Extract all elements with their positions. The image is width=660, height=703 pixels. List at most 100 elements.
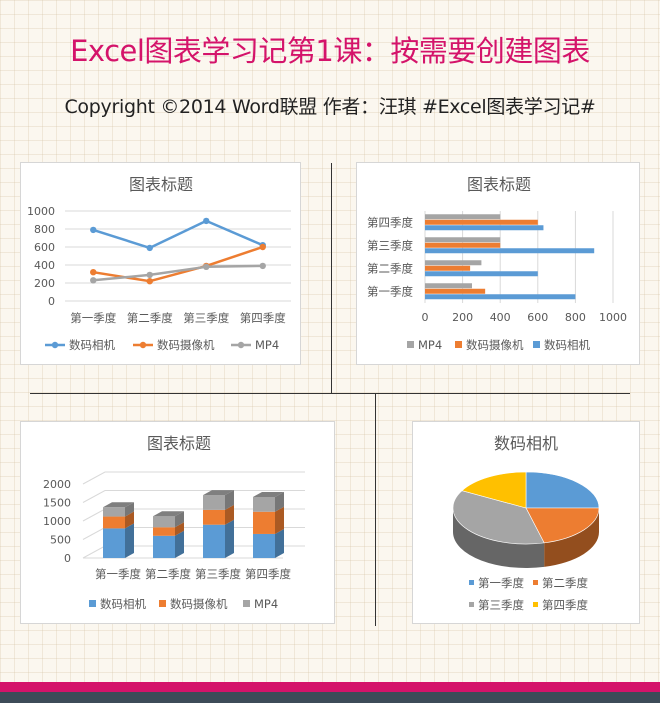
bar-segment	[253, 533, 275, 558]
data-point	[90, 226, 97, 234]
bar-segment-side	[125, 511, 134, 529]
footer-pink-bar	[0, 682, 660, 692]
x-tick-label: 600	[527, 311, 548, 324]
legend-swatch	[469, 580, 474, 585]
legend-swatch	[533, 580, 538, 585]
x-tick-label: 第四季度	[240, 311, 286, 325]
bar	[425, 242, 501, 248]
divider-horizontal	[30, 393, 630, 394]
pie-slice	[525, 507, 600, 544]
y-tick-label: 200	[34, 277, 55, 290]
bar-segment-side	[175, 511, 184, 528]
legend-swatch	[469, 602, 474, 607]
x-tick-label: 第三季度	[195, 567, 241, 581]
bar-segment-side	[225, 519, 234, 558]
chart-title: 图表标题	[467, 175, 531, 194]
x-tick-label: 800	[565, 311, 586, 324]
bar-segment	[203, 524, 225, 558]
bar	[425, 265, 471, 271]
gridline	[82, 490, 305, 503]
legend-label: 第四季度	[542, 598, 588, 612]
series-line	[93, 264, 263, 282]
legend-label: 第一季度	[478, 576, 524, 590]
bar-segment-side	[275, 506, 284, 534]
data-point	[203, 217, 210, 225]
legend-label: 数码相机	[69, 338, 115, 352]
bar-segment	[253, 496, 275, 512]
bar-top	[103, 502, 134, 508]
bar-segment-side	[275, 528, 284, 558]
y-tick-label: 800	[34, 223, 55, 236]
x-tick-label: 400	[490, 311, 511, 324]
stacked-chart-card[interactable]: 图表标题 0 500 1000 1500 2000 第一季度 第二季度 第三季度 第四季度 数码相…	[20, 421, 335, 624]
x-tick-label: 1000	[599, 311, 627, 324]
bar-segment-side	[125, 502, 134, 517]
data-point	[203, 263, 210, 270]
pie-slice-side	[544, 508, 599, 567]
y-tick-label: 1000	[43, 515, 71, 528]
bar-segment	[103, 516, 125, 529]
y-tick-label: 第二季度	[367, 262, 413, 276]
legend-swatch	[243, 600, 250, 607]
x-tick-label: 第一季度	[70, 311, 116, 325]
legend-swatch	[455, 341, 462, 348]
line-chart: 图表标题 0 200 400 600 800 1000 第一季度 第二季度 第三季度 第四季度数码…	[27, 175, 291, 352]
divider-vertical-bottom	[375, 394, 376, 626]
x-tick-label: 第二季度	[145, 567, 191, 581]
chart-title: 图表标题	[147, 434, 211, 453]
legend-label: 第三季度	[478, 598, 524, 612]
bar	[425, 219, 538, 225]
bar	[425, 248, 595, 254]
legend-swatch	[407, 341, 414, 348]
data-point	[90, 277, 97, 284]
stacked-column-chart: 图表标题 0 500 1000 1500 2000 第一季度 第二季度 第三季度 第四季度数码相…	[43, 434, 305, 611]
bar	[425, 294, 576, 300]
legend-label: 数码摄像机	[170, 597, 228, 611]
legend-label: 数码摄像机	[466, 338, 524, 352]
x-tick-label: 第二季度	[127, 311, 173, 325]
legend-swatch	[89, 600, 96, 607]
divider-vertical-top	[331, 163, 332, 394]
legend-label: 第二季度	[542, 576, 588, 590]
data-point	[146, 271, 153, 279]
bar	[425, 288, 486, 294]
hbar-chart: 图表标题 0 200 400 600 800 1000 第一季度 第二季度 第三季度 第四季度 MP…	[367, 175, 627, 352]
legend-label: 数码相机	[100, 597, 146, 611]
bar-segment	[103, 507, 125, 517]
x-tick-label: 0	[422, 311, 429, 324]
line-chart-card[interactable]: 图表标题 0 200 400 600 800 1000 第一季度 第二季度 第三季度 第四季度 数码…	[20, 162, 301, 365]
x-tick-label: 第四季度	[245, 567, 291, 581]
page-title: Excel图表学习记第1课：按需要创建图表	[70, 34, 590, 68]
pie-slice	[452, 490, 545, 545]
legend-label: MP4	[254, 597, 278, 611]
legend-label: MP4	[418, 338, 442, 352]
pie-chart-card[interactable]: 数码相机 第一季度 第二季度第三季度 第四季度	[412, 421, 640, 624]
bar-top	[253, 491, 284, 497]
legend-marker	[51, 341, 59, 349]
chart-title: 数码相机	[494, 434, 558, 453]
footer-dark-bar	[0, 692, 660, 703]
legend-label: 数码摄像机	[157, 338, 215, 352]
bar-segment	[103, 528, 125, 558]
data-point	[259, 262, 266, 270]
series-line	[93, 245, 264, 283]
bar-segment	[153, 527, 175, 536]
data-point	[259, 243, 266, 251]
legend-label: 数码相机	[544, 338, 590, 352]
bar-segment-side	[225, 490, 234, 510]
x-tick-label: 第三季度	[183, 311, 229, 325]
bar-top	[153, 511, 184, 517]
legend-swatch	[533, 341, 540, 348]
page-subtitle: Copyright ©2014 Word联盟 作者：汪琪 #Excel图表学习记…	[64, 96, 596, 118]
y-tick-label: 1000	[27, 205, 55, 218]
bar-segment	[153, 535, 175, 558]
y-tick-label: 第一季度	[367, 285, 413, 299]
pie-slice	[525, 471, 600, 509]
bar-segment-side	[175, 522, 184, 536]
y-tick-label: 第三季度	[367, 239, 413, 253]
bar-segment	[253, 511, 275, 534]
bar-segment	[203, 495, 225, 510]
data-point	[146, 244, 153, 252]
bar-segment-side	[225, 504, 234, 525]
hbar-chart-card[interactable]: 图表标题 0 200 400 600 800 1000 第一季度 第二季度 第三季度 第四季度 MP…	[356, 162, 640, 365]
